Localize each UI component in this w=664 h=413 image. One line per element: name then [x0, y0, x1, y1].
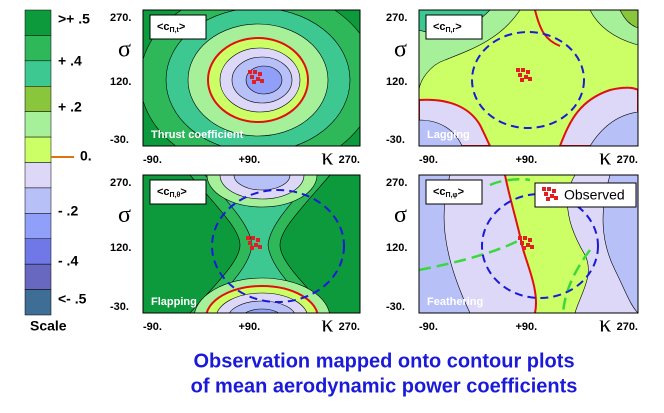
x-tick-label: +90. — [515, 154, 537, 166]
y-tick-label: 270. — [110, 177, 131, 189]
scale-swatch — [24, 187, 52, 214]
scale-title: Scale — [30, 318, 67, 334]
symbol: <cΠ,φ> — [433, 186, 464, 199]
scale-swatch — [24, 289, 52, 316]
x-axis-label: κ — [321, 145, 333, 171]
x-tick-label: -90. — [419, 321, 438, 333]
symbol-box — [425, 179, 483, 205]
panel-caption: Flapping — [151, 296, 197, 308]
symbol-sub: Π,t — [170, 27, 180, 34]
x-tick-label: 270. — [339, 154, 360, 166]
symbol-sub: Π,r — [446, 27, 456, 34]
y-tick-label: 270. — [110, 12, 131, 24]
title: Observation mapped onto contour plots — [193, 350, 574, 372]
scale-swatch — [24, 162, 52, 189]
x-tick-label: +90. — [238, 321, 260, 333]
scale-label: - .4 — [58, 253, 78, 269]
y-axis-label: σ — [118, 202, 131, 228]
scale-label: + .4 — [58, 53, 82, 69]
panel-caption: Feathering — [427, 296, 483, 308]
plot-frames — [142, 9, 639, 314]
symbol-sub: Π,φ — [446, 192, 458, 199]
symbol-part: > — [455, 21, 461, 33]
scale-swatch — [24, 136, 52, 163]
x-axis-label: κ — [599, 145, 611, 171]
symbol-part: <c — [433, 186, 446, 198]
scale-swatch — [24, 213, 52, 239]
y-tick-label: 270. — [386, 12, 407, 24]
y-tick-label: -30. — [110, 134, 129, 146]
legend-label: Observed — [564, 187, 625, 203]
symbol-box — [425, 14, 483, 40]
scale-swatch — [24, 238, 52, 265]
y-tick-label: -30. — [110, 301, 129, 313]
scale-swatch — [24, 60, 52, 87]
y-tick-label: 120. — [386, 242, 407, 254]
symbol: <cΠ,θ> — [157, 186, 187, 199]
x-tick-label: 270. — [617, 321, 638, 333]
legend: Observed — [534, 182, 637, 208]
scale-label: 0. — [80, 148, 92, 164]
scale-label: <- .5 — [58, 291, 87, 307]
x-axis-label: κ — [321, 312, 333, 338]
scale-label: - .2 — [58, 203, 78, 219]
x-tick-label: 270. — [339, 321, 360, 333]
y-tick-label: 270. — [386, 177, 407, 189]
symbol: <cΠ,r> — [433, 21, 462, 34]
scale-swatch — [24, 9, 52, 36]
y-axis-label: σ — [118, 36, 131, 62]
symbol-part: <c — [157, 186, 170, 198]
symbol-part: > — [179, 21, 185, 33]
y-axis-label: σ — [394, 202, 407, 228]
y-axis-label: σ — [394, 36, 407, 62]
x-tick-label: +90. — [515, 321, 537, 333]
symbol-part: <c — [157, 21, 170, 33]
y-tick-label: -30. — [386, 301, 405, 313]
contour-plot — [143, 175, 360, 313]
x-axis-label: κ — [599, 312, 611, 338]
panel-caption: Lagging — [427, 129, 470, 141]
y-tick-label: 120. — [386, 76, 407, 88]
symbol-part: > — [458, 186, 464, 198]
title: of mean aerodynamic power coefficients — [191, 375, 578, 397]
symbol-part: > — [180, 186, 186, 198]
x-tick-label: 270. — [617, 154, 638, 166]
x-tick-label: -90. — [143, 154, 162, 166]
y-tick-label: 120. — [110, 76, 131, 88]
symbol-box — [149, 179, 207, 205]
symbol-sub: Π,θ — [170, 192, 181, 199]
y-tick-label: -30. — [386, 134, 405, 146]
scale-label: + .2 — [58, 99, 82, 115]
scale-label: >+ .5 — [58, 11, 90, 27]
symbol-part: <c — [433, 21, 446, 33]
scale-swatch — [24, 35, 52, 62]
scale-swatch — [24, 263, 52, 290]
x-tick-label: -90. — [419, 154, 438, 166]
symbol-box — [149, 14, 207, 40]
x-tick-label: +90. — [238, 154, 260, 166]
contour-plot — [143, 10, 360, 146]
symbol: <cΠ,t> — [157, 21, 185, 34]
y-tick-label: 120. — [110, 242, 131, 254]
scale-swatch — [24, 86, 52, 112]
contour-plot — [419, 10, 638, 146]
panel-caption: Thrust coefficient — [151, 129, 244, 141]
scale-swatch — [24, 111, 52, 138]
x-tick-label: -90. — [143, 321, 162, 333]
